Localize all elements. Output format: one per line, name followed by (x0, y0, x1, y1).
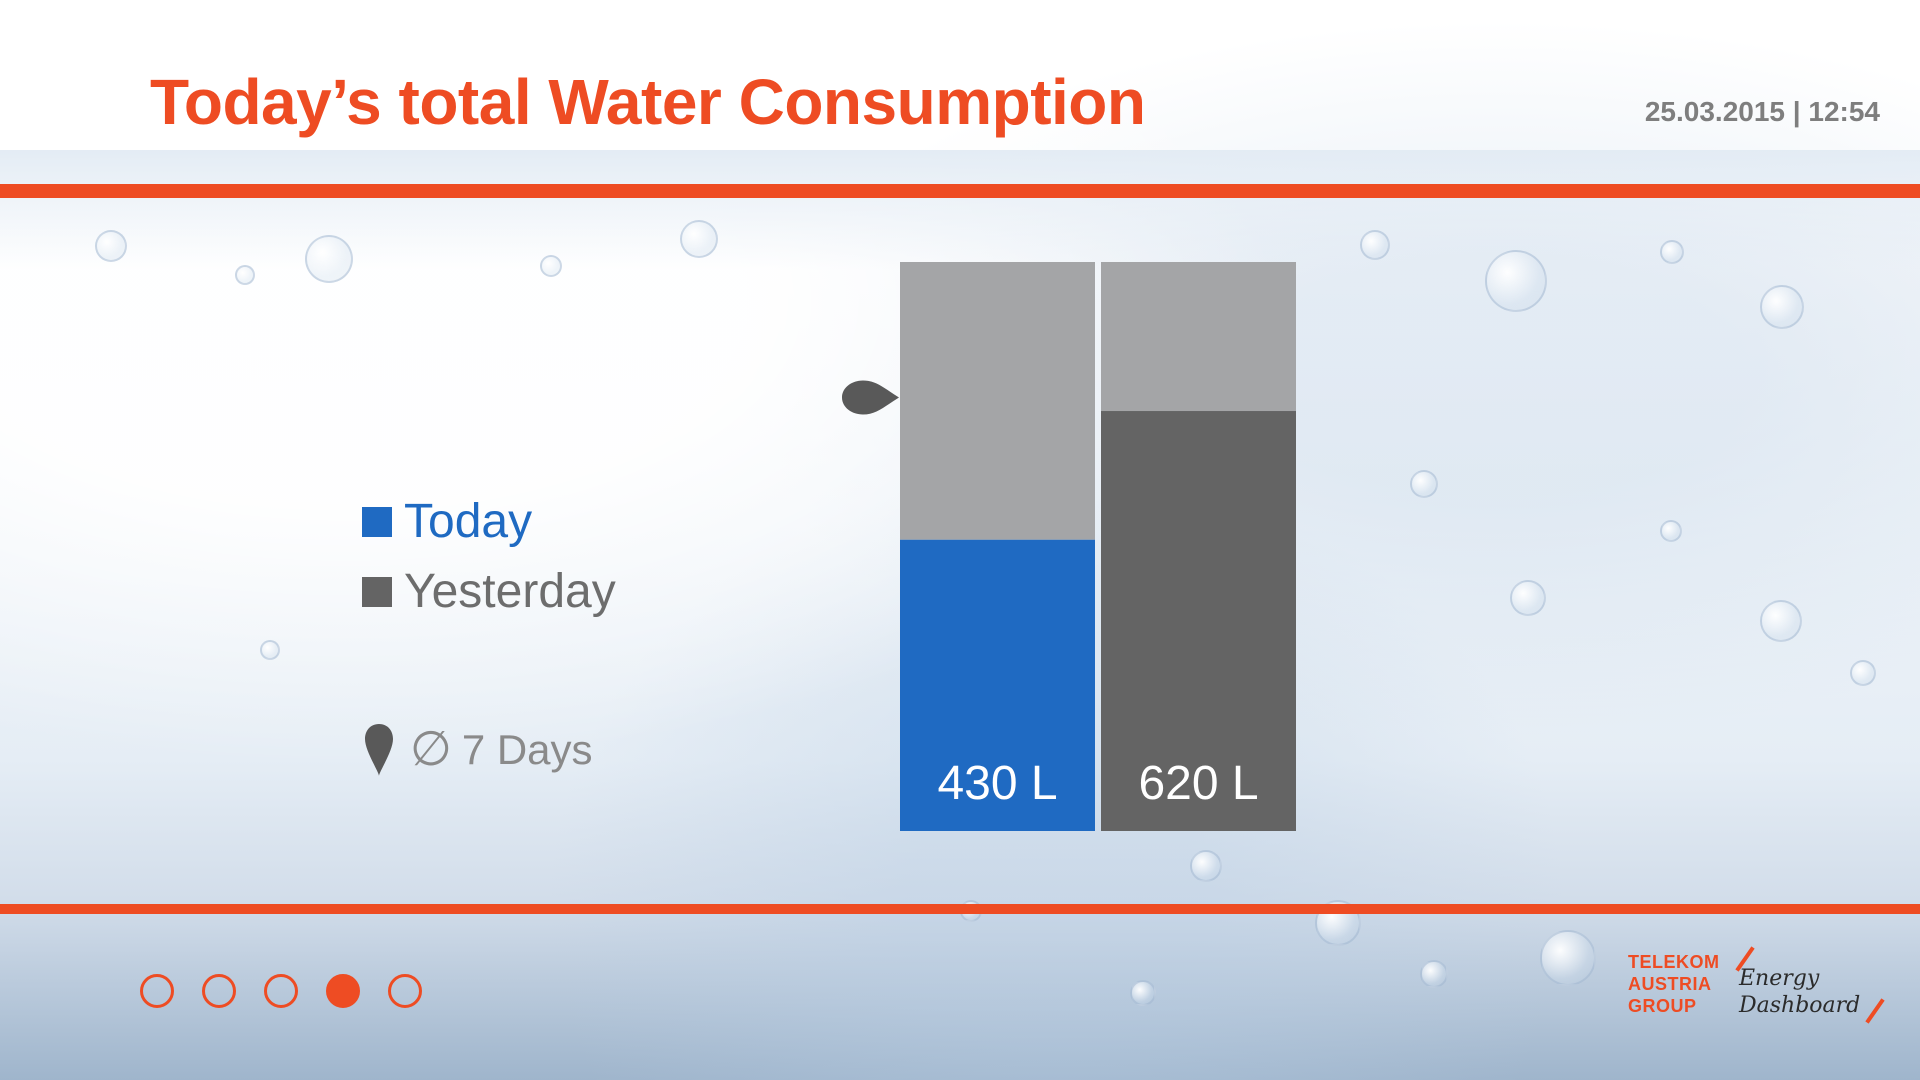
water-bubble (95, 230, 127, 262)
page-dot-2[interactable] (202, 974, 236, 1008)
water-bubble (540, 255, 562, 277)
water-bubble (1540, 930, 1596, 986)
water-bubble (1130, 980, 1156, 1006)
water-bubble (1760, 600, 1802, 642)
bar-remainder-yesterday (1101, 262, 1296, 412)
page-dot-3[interactable] (264, 974, 298, 1008)
legend-swatch-today (362, 507, 392, 537)
bar-remainder-today (900, 262, 1095, 540)
chart-legend: Today Yesterday (362, 490, 782, 630)
timestamp: 25.03.2015 | 12:54 (1644, 96, 1880, 127)
footer-divider (0, 904, 1920, 914)
brand-product-name: Energy Dashboard (1739, 966, 1861, 1018)
water-consumption-chart-svg: 430 L 620 L (842, 262, 1296, 831)
page-dot-4[interactable] (326, 974, 360, 1008)
water-bubble (1760, 285, 1804, 329)
water-consumption-chart: 430 L 620 L (838, 250, 1338, 850)
legend-item-today: Today (362, 490, 532, 554)
water-bubble (680, 220, 718, 258)
location-pin-icon (365, 724, 393, 776)
legend-label-yesterday: Yesterday (404, 565, 616, 618)
water-bubble (1485, 250, 1547, 312)
data-label-today: 430 L (937, 757, 1057, 810)
water-bubble (1420, 960, 1448, 988)
water-bubble (260, 640, 280, 660)
legend-swatch-yesterday (362, 577, 392, 607)
water-bubble (1660, 520, 1682, 542)
header-divider (0, 184, 1920, 198)
pagination (140, 970, 470, 1012)
average-legend: ∅ 7 Days (362, 720, 762, 780)
brand-company-name: TELEKOM AUSTRIA GROUP (1628, 952, 1720, 1016)
legend-label-today: Today (404, 495, 533, 548)
page-dot-1[interactable] (140, 974, 174, 1008)
water-bubble (1190, 850, 1222, 882)
page-dot-5[interactable] (388, 974, 422, 1008)
legend-item-yesterday: Yesterday (362, 560, 616, 624)
water-bubble (305, 235, 353, 283)
water-bubble (1510, 580, 1546, 616)
brand-logo: TELEKOM AUSTRIA GROUP Energy Dashboard (1625, 945, 1885, 1035)
data-label-yesterday: 620 L (1138, 757, 1258, 810)
water-bubble (235, 265, 255, 285)
average-marker (842, 380, 899, 415)
water-bubble (1410, 470, 1438, 498)
water-bubble (1660, 240, 1684, 264)
water-bubble (1850, 660, 1876, 686)
bar-today (900, 539, 1095, 831)
water-bubble (1360, 230, 1390, 260)
bar-yesterday (1101, 411, 1296, 831)
average-label: 7 Days (461, 726, 593, 773)
average-symbol: ∅ (410, 723, 452, 776)
page-title: Today’s total Water Consumption (150, 66, 1146, 138)
